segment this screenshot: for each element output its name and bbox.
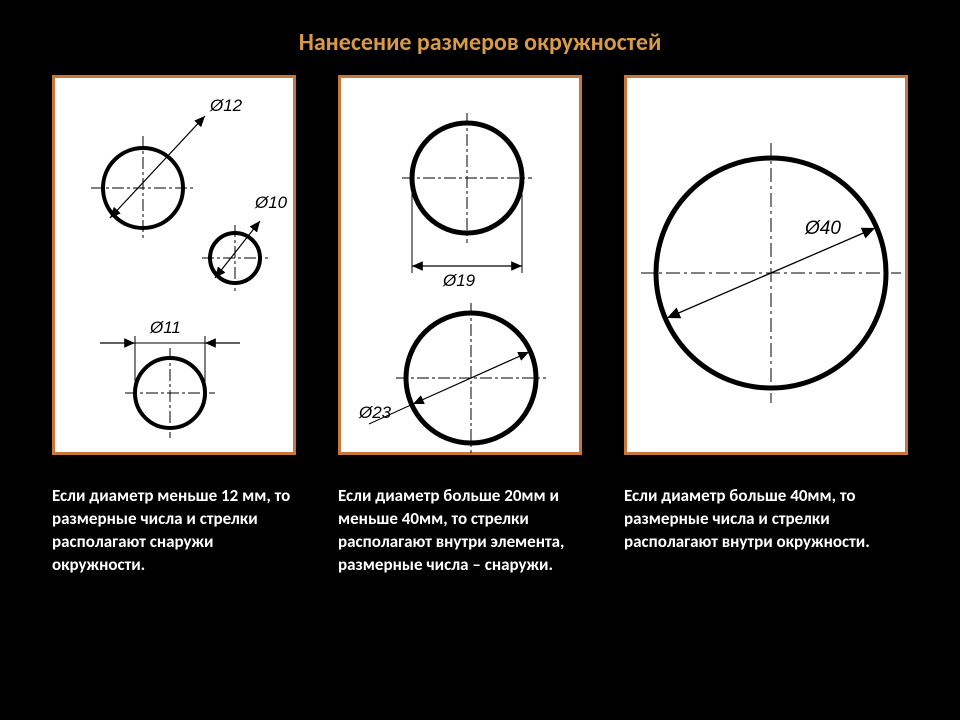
label-d40: Ø40 (804, 218, 841, 239)
label-d10: Ø10 (254, 193, 288, 212)
panels-row: Ø12 Ø10 Ø11 (0, 75, 960, 455)
caption-large: Если диаметр больше 40мм, то размерные ч… (624, 485, 908, 577)
panel-small-diameter: Ø12 Ø10 Ø11 (52, 75, 296, 455)
captions-row: Если диаметр меньше 12 мм, то размерные … (0, 455, 960, 577)
page-title: Нанесение размеров окружностей (0, 0, 960, 75)
label-d11: Ø11 (149, 318, 181, 337)
caption-medium: Если диаметр больше 20мм и меньше 40мм, … (338, 485, 582, 577)
diagram-medium: Ø19 Ø23 (341, 78, 585, 458)
panel-medium-diameter: Ø19 Ø23 (338, 75, 582, 455)
label-d23: Ø23 (358, 403, 392, 422)
caption-small: Если диаметр меньше 12 мм, то размерные … (52, 485, 296, 577)
diagram-small: Ø12 Ø10 Ø11 (55, 78, 299, 458)
label-d19: Ø19 (442, 271, 476, 290)
label-d12: Ø12 (209, 96, 243, 115)
panel-large-diameter: Ø40 (624, 75, 908, 455)
diagram-large: Ø40 (627, 78, 911, 458)
